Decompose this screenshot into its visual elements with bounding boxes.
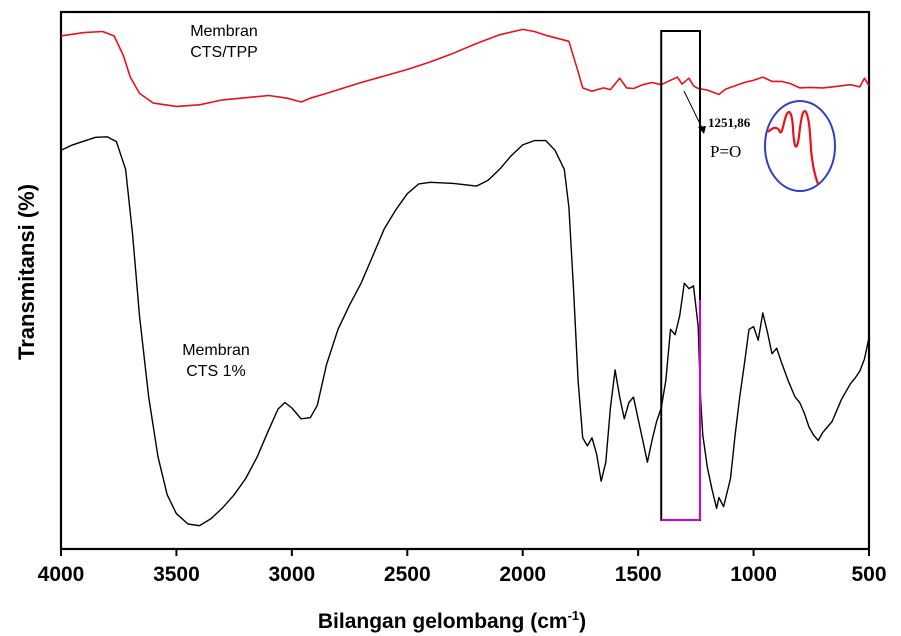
x-axis-ticks: 4000 3500 3000 2500 2000 1500 1000 500 bbox=[38, 549, 887, 586]
x-tick-label-500: 500 bbox=[851, 563, 886, 586]
series-label-cts-line2: CTS 1% bbox=[186, 363, 246, 380]
series-label-cts-line1: Membran bbox=[182, 342, 250, 359]
annotation-arrowhead bbox=[698, 126, 706, 134]
x-axis-title: Bilangan gelombang (cm-1) bbox=[318, 608, 586, 633]
series-label-tpp-line1: Membran bbox=[190, 23, 258, 40]
series-line-1 bbox=[60, 136, 870, 527]
x-tick-label-3000: 3000 bbox=[268, 563, 315, 586]
x-tick-label-3500: 3500 bbox=[153, 563, 200, 586]
x-tick-label-2500: 2500 bbox=[384, 563, 431, 586]
y-axis-title: Transmitansi (%) bbox=[14, 184, 39, 360]
annotation-bond-label: P=O bbox=[710, 142, 741, 161]
x-axis-title-close: ) bbox=[579, 610, 586, 633]
plot-frame bbox=[59, 10, 871, 551]
inset-ellipse bbox=[764, 100, 836, 192]
inset-peak-curve bbox=[767, 110, 820, 185]
highlight-layer bbox=[660, 30, 702, 521]
x-axis-title-main: Bilangan gelombang (cm bbox=[318, 610, 568, 633]
series-line-0 bbox=[60, 28, 870, 108]
x-tick-label-4000: 4000 bbox=[38, 563, 85, 586]
x-tick-label-2000: 2000 bbox=[499, 563, 546, 586]
x-tick-label-1500: 1500 bbox=[615, 563, 662, 586]
annotation-arrow-line bbox=[683, 90, 705, 133]
x-tick-label-1000: 1000 bbox=[730, 563, 777, 586]
series-layer bbox=[60, 28, 870, 527]
x-axis-title-sup: -1 bbox=[568, 608, 580, 623]
annotation-wavenumber: 1251,86 bbox=[708, 115, 751, 130]
series-label-tpp-line2: CTS/TPP bbox=[190, 44, 258, 61]
